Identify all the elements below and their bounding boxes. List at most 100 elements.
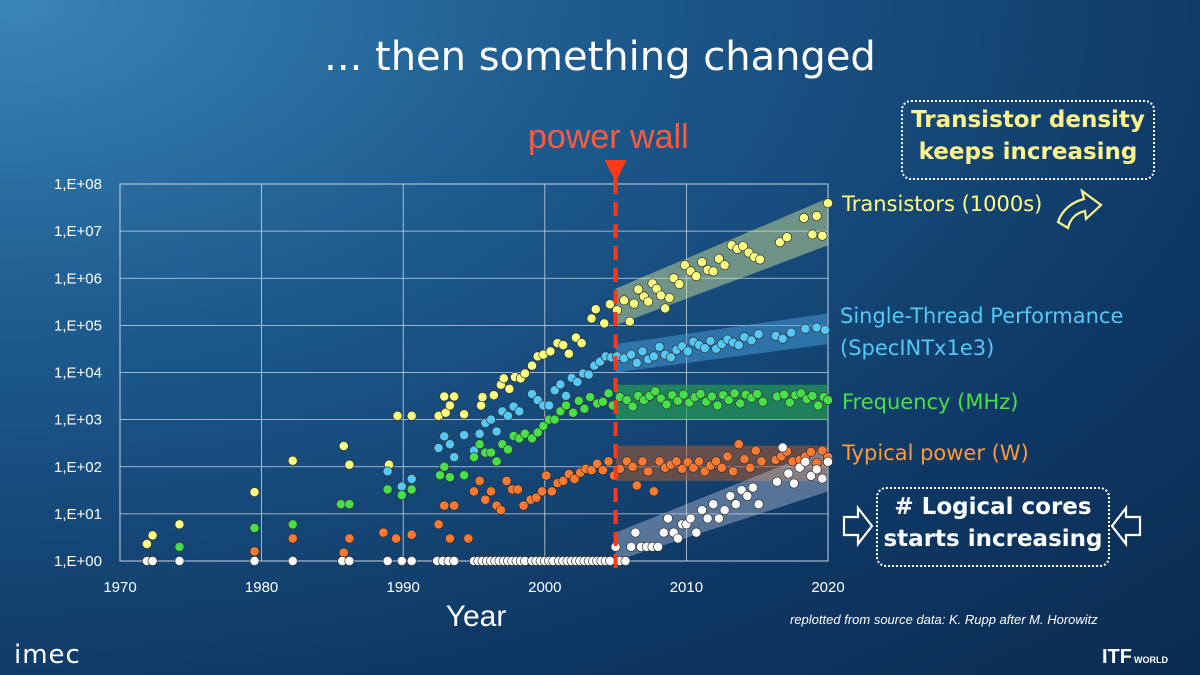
- point-power: [537, 486, 547, 497]
- point-frequency: [603, 388, 614, 399]
- itf-logo-sub: WORLD: [1134, 655, 1168, 665]
- point-cores: [753, 499, 764, 510]
- point-frequency: [538, 421, 549, 431]
- point-power: [378, 527, 389, 538]
- point-power: [439, 500, 450, 511]
- point-frequency: [568, 407, 579, 418]
- point-single_thread: [382, 466, 393, 477]
- point-power: [592, 458, 603, 469]
- point-frequency: [723, 395, 734, 406]
- point-single_thread: [514, 406, 525, 417]
- point-power: [469, 486, 479, 497]
- point-power: [716, 462, 727, 473]
- point-frequency: [579, 403, 590, 414]
- point-single_thread: [665, 352, 676, 363]
- point-power: [722, 451, 733, 462]
- point-cores: [708, 499, 719, 510]
- point-cores: [626, 541, 637, 552]
- point-single_thread: [648, 351, 659, 362]
- point-power: [391, 533, 402, 544]
- point-frequency: [474, 439, 485, 450]
- point-transistors: [344, 459, 355, 470]
- point-cores: [789, 478, 799, 489]
- point-power: [344, 533, 355, 544]
- point-frequency: [396, 490, 407, 501]
- point-frequency: [823, 395, 833, 406]
- point-cores: [658, 527, 669, 538]
- point-transistors: [558, 340, 569, 351]
- point-single_thread: [777, 333, 788, 344]
- itf-world-logo: ITF WORLD: [1102, 646, 1168, 669]
- point-power: [531, 492, 542, 503]
- left-arrow-icon: [1110, 504, 1142, 548]
- point-power: [406, 529, 417, 540]
- point-frequency: [712, 400, 723, 411]
- point-power: [449, 500, 460, 511]
- point-transistors: [586, 313, 597, 324]
- point-transistors: [563, 348, 574, 359]
- point-cores: [697, 505, 707, 516]
- point-power: [817, 445, 828, 456]
- logical-cores-note: # Logical cores starts increasing: [876, 487, 1110, 567]
- point-single_thread: [654, 341, 665, 352]
- point-power: [486, 486, 496, 497]
- point-single_thread: [406, 474, 417, 484]
- point-transistors: [141, 539, 152, 549]
- point-transistors: [406, 410, 417, 421]
- point-cores: [663, 513, 673, 524]
- point-transistors: [755, 254, 765, 265]
- curved-up-arrow-icon: [1056, 188, 1103, 230]
- point-cores: [672, 533, 683, 544]
- point-power: [463, 533, 474, 544]
- point-transistors: [629, 298, 639, 309]
- cores-note-line2: starts increasing: [883, 526, 1103, 552]
- point-power: [444, 533, 455, 544]
- point-single_thread: [811, 322, 822, 333]
- point-single_thread: [699, 343, 710, 354]
- itf-logo-text: ITF: [1102, 646, 1132, 668]
- point-cores: [449, 556, 460, 566]
- point-cores: [811, 464, 822, 475]
- point-frequency: [406, 484, 417, 495]
- point-power: [648, 486, 659, 497]
- point-power: [546, 486, 557, 497]
- point-frequency: [459, 470, 470, 481]
- point-transistors: [708, 266, 719, 277]
- x-tick-label: 2000: [528, 579, 561, 596]
- point-single_thread: [433, 443, 444, 453]
- point-frequency: [706, 391, 717, 402]
- point-single_thread: [800, 323, 811, 334]
- point-transistors: [619, 295, 630, 306]
- point-transistors: [477, 392, 488, 403]
- point-frequency: [532, 427, 543, 438]
- point-cores: [823, 456, 833, 467]
- point-transistors: [488, 390, 499, 401]
- point-frequency: [757, 396, 768, 407]
- point-power: [688, 462, 699, 473]
- point-single_thread: [561, 390, 571, 401]
- point-transistors: [527, 360, 538, 371]
- point-frequency: [435, 470, 445, 481]
- point-cores: [748, 482, 758, 493]
- point-power: [677, 463, 688, 474]
- point-cores: [731, 499, 741, 510]
- point-single_thread: [555, 379, 566, 390]
- legend-single-thread: Single-Thread Performance (SpecINTx1e3): [840, 300, 1123, 364]
- x-axis-label: Year: [446, 600, 507, 633]
- point-power: [586, 465, 597, 476]
- point-single_thread: [474, 428, 485, 439]
- x-tick-label: 2020: [811, 579, 844, 596]
- point-power: [558, 475, 569, 486]
- point-transistors: [660, 303, 671, 314]
- point-cores: [800, 456, 811, 467]
- point-cores: [630, 527, 641, 538]
- point-frequency: [784, 397, 795, 408]
- point-frequency: [585, 392, 596, 403]
- point-cores: [344, 556, 355, 566]
- point-power: [631, 480, 642, 491]
- y-tick-label: 1,E+07: [54, 223, 102, 240]
- point-cores: [714, 513, 724, 524]
- point-cores: [174, 556, 185, 566]
- imec-logo: imec: [14, 640, 81, 670]
